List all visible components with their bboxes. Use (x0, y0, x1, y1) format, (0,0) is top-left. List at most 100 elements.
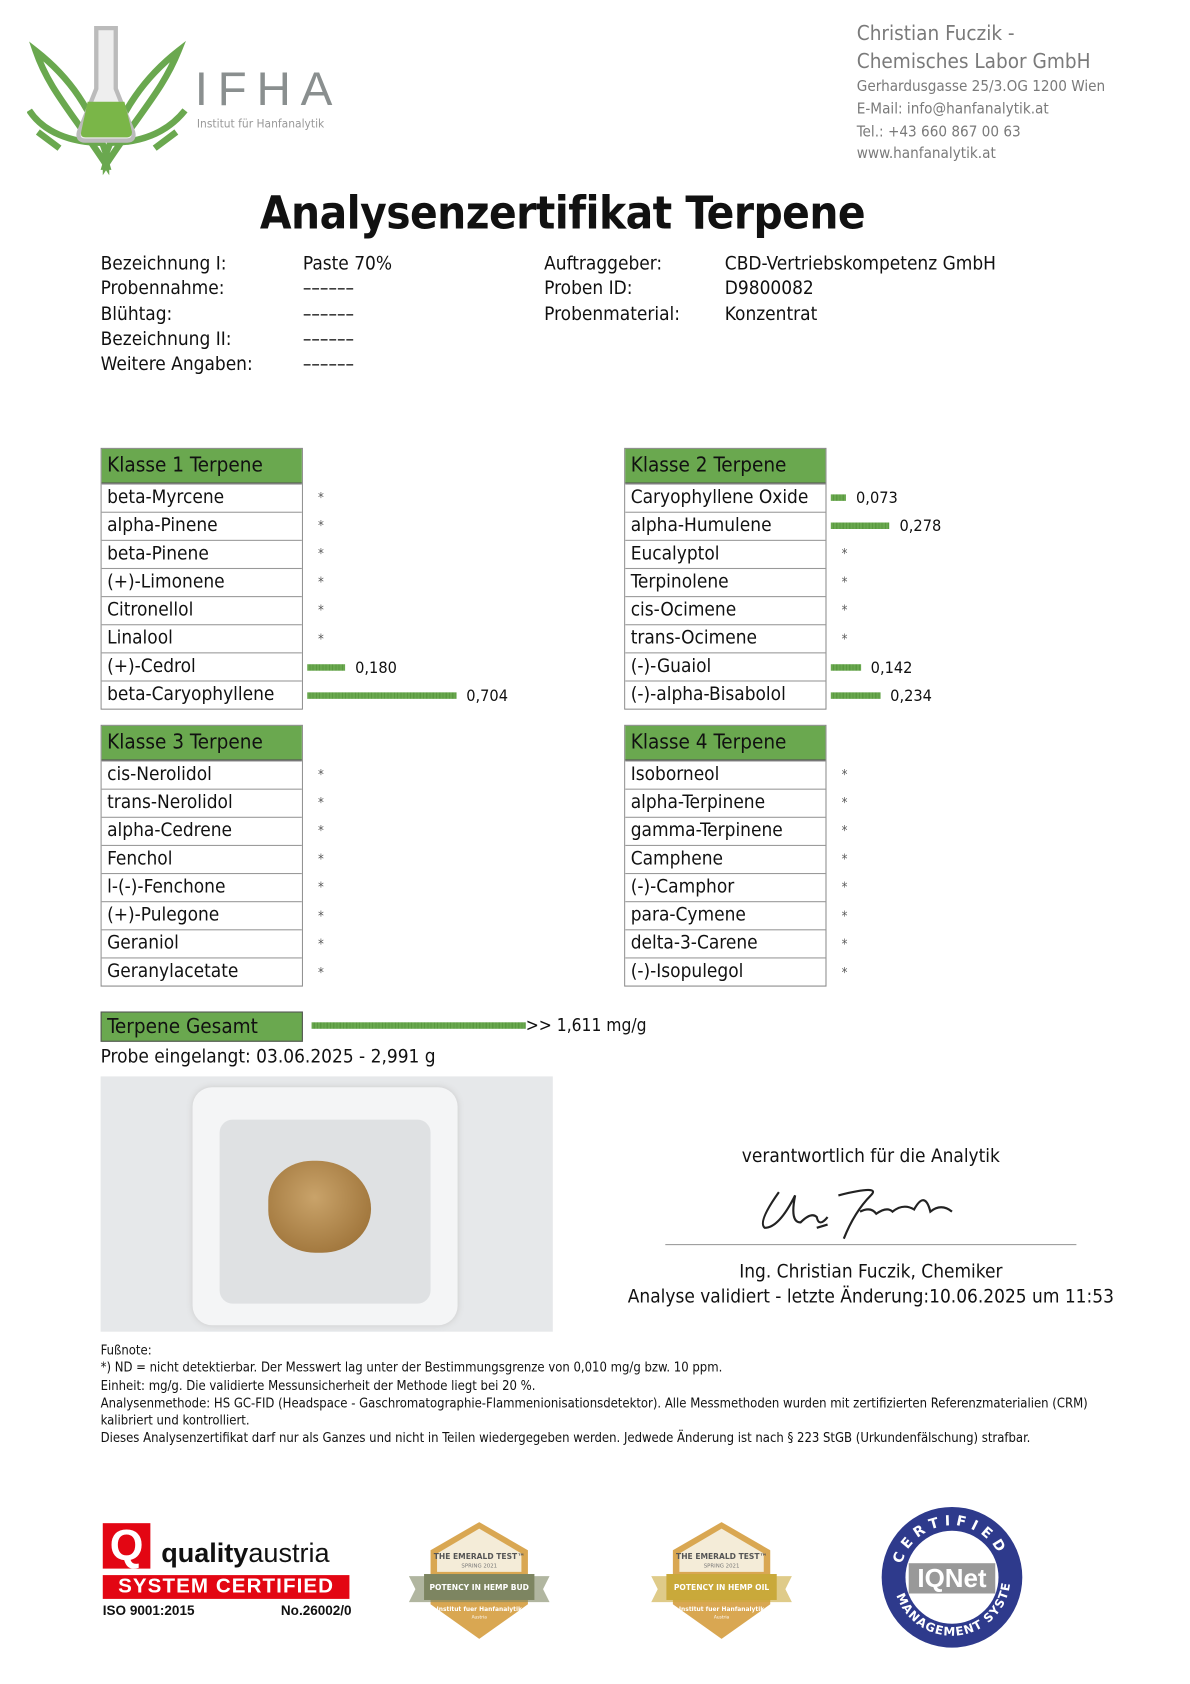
ifha-leaf-flask-logo (27, 25, 188, 176)
emerald-title: THE EMERALD TEST™ (434, 1552, 525, 1561)
class-title: Klasse 3 Terpene (101, 725, 302, 761)
value-cell: * (831, 958, 848, 986)
terpene-class-table: Klasse 2 Terpene Caryophyllene Oxide alpha… (624, 447, 827, 710)
value-cell: * (831, 817, 848, 845)
info-label: Probennahme: (100, 278, 225, 300)
nd-marker: * (841, 546, 848, 562)
terpene-class-table: Klasse 1 Terpene beta-Myrcene alpha-Pinene… (100, 447, 303, 710)
terpene-row: (-)-alpha-Bisabolol (625, 680, 826, 709)
terpene-row: gamma-Terpinene (625, 816, 826, 845)
value-cell: * (307, 817, 324, 845)
value-bar (830, 663, 861, 671)
nd-marker: * (318, 766, 324, 783)
terpene-value: 0,278 (899, 516, 942, 536)
qa-iso: ISO 9001:2015 (102, 1603, 195, 1619)
terpene-row: Terpinolene (625, 567, 826, 597)
nd-marker: * (318, 490, 324, 506)
handwritten-signature (761, 1188, 953, 1240)
nd-marker: * (318, 851, 324, 867)
emerald-badge-icon: THE EMERALD TEST™ SPRING 2021 POTENCY IN… (651, 1522, 792, 1639)
terpene-value: 0,142 (870, 657, 913, 677)
company-address: Gerhardusgasse 25/3.OG 1200 Wien (856, 77, 1106, 96)
nd-marker: * (841, 964, 848, 980)
nd-marker: * (841, 851, 848, 867)
value-cell: * (307, 568, 324, 596)
nd-marker: * (318, 908, 324, 924)
terpene-class-table: Klasse 3 Terpene cis-Nerolidol trans-Nerol… (100, 724, 303, 987)
qa-number: No.26002/0 (280, 1603, 352, 1619)
nd-marker: * (841, 908, 848, 924)
terpene-row: Citronellol (101, 596, 302, 625)
total-bar (311, 1022, 526, 1029)
terpene-class-table: Klasse 4 Terpene Isoborneol alpha-Terpinen… (624, 724, 827, 987)
value-cell: 0,278 (830, 512, 942, 540)
company-name-1: Christian Fuczik - (856, 21, 1015, 46)
info-value: Konzentrat (724, 303, 818, 326)
terpene-row: (+)-Cedrol (101, 652, 302, 681)
qa-cert: SYSTEM CERTIFIED (102, 1575, 350, 1599)
validation-note: Analyse validiert - letzte Änderung:10.0… (627, 1286, 1114, 1308)
value-cell: * (831, 625, 848, 653)
value-cell: * (307, 512, 324, 540)
value-cell: * (307, 484, 324, 512)
value-cell: * (831, 568, 848, 596)
company-web: www.hanfanalytik.at (856, 144, 996, 163)
signature-line (665, 1244, 1077, 1246)
value-cell: 0,234 (830, 681, 932, 709)
value-cell: * (831, 540, 848, 568)
emerald-country: Austria (714, 1614, 730, 1620)
value-cell: * (307, 958, 324, 986)
info-value: –––––– (302, 353, 355, 376)
info-label: Blühtag: (100, 303, 173, 326)
terpene-row: beta-Caryophyllene (101, 680, 302, 709)
terpene-row: alpha-Cedrene (101, 816, 302, 845)
nd-marker: * (318, 795, 324, 811)
value-cell: * (831, 873, 848, 901)
info-value: –––––– (302, 303, 355, 326)
value-cell: * (307, 930, 324, 958)
class-title: Klasse 4 Terpene (625, 725, 826, 761)
terpene-row: Geraniol (101, 929, 302, 958)
nd-marker: * (841, 574, 848, 590)
terpene-row: cis-Ocimene (625, 596, 826, 625)
qa-brand2: austria (248, 1538, 330, 1569)
nd-marker: * (841, 602, 848, 619)
terpene-row: trans-Nerolidol (101, 788, 302, 817)
company-name-2: Chemisches Labor GmbH (856, 49, 1091, 74)
terpene-value: 0,180 (355, 657, 397, 677)
value-bar (830, 522, 890, 530)
value-cell: * (307, 789, 324, 817)
info-label: Probenmaterial: (544, 303, 681, 326)
terpene-row: l-(-)-Fenchone (101, 873, 302, 902)
value-cell: * (831, 789, 848, 817)
emerald-test-bud-badge: THE EMERALD TEST™ SPRING 2021 POTENCY IN… (407, 1520, 552, 1645)
value-cell: * (307, 761, 324, 789)
info-label: Proben ID: (544, 278, 633, 300)
terpene-row: Linalool (101, 624, 302, 653)
info-label: Weitere Angaben: (100, 353, 253, 376)
terpene-value: 0,073 (856, 487, 898, 508)
value-cell: * (307, 902, 324, 930)
terpene-row: Eucalyptol (625, 539, 826, 568)
nd-marker: * (841, 631, 848, 647)
page-title: Analysenzertifikat Terpene (259, 186, 866, 240)
company-email: E-Mail: info@hanfanalytik.at (856, 100, 1049, 118)
logo-subtitle: Institut für Hanfanalytik (196, 116, 325, 131)
signer-name: Ing. Christian Fuczik, Chemiker (739, 1261, 1003, 1284)
value-cell: * (831, 930, 848, 958)
total-value: >> 1,611 mg/g (525, 1014, 647, 1036)
emerald-ribbon: POTENCY IN HEMP BUD (430, 1583, 529, 1592)
emerald-ribbon: POTENCY IN HEMP OIL (674, 1583, 769, 1592)
iqnet-badge: CERTIFIED MANAGEMENT SYSTEM IQNet (878, 1504, 1023, 1648)
footnote-line: Analysenmethode: HS GC-FID (Headspace - … (100, 1395, 1088, 1429)
value-cell: * (831, 761, 848, 789)
value-cell: 0,704 (307, 681, 508, 709)
terpene-value: 0,234 (890, 685, 932, 705)
terpene-row: alpha-Terpinene (625, 788, 826, 817)
value-cell: * (831, 596, 848, 624)
info-label: Auftraggeber: (544, 253, 663, 275)
class-title: Klasse 1 Terpene (101, 448, 302, 484)
value-cell: * (307, 873, 324, 901)
info-value: –––––– (302, 278, 355, 300)
nd-marker: * (318, 602, 324, 619)
